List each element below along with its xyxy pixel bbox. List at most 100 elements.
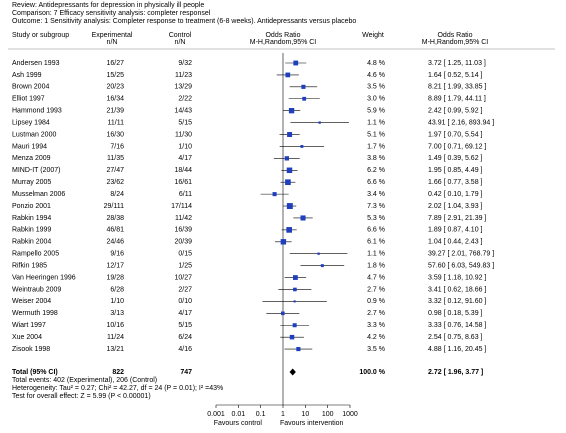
weight: 1.8 %: [367, 262, 385, 269]
study-name: Rampello 2005: [12, 251, 59, 258]
study-name: Murray 2005: [12, 179, 51, 186]
study-name: MIND-IT (2007): [12, 167, 61, 174]
effect-square: [289, 334, 295, 340]
study-name: Weiser 2004: [12, 298, 51, 305]
control: 2/27: [178, 286, 192, 293]
experimental: 8/24: [110, 191, 124, 198]
experimental: 6/28: [110, 286, 124, 293]
x-tick-label: 1000: [342, 411, 358, 418]
weight: 6.1 %: [367, 239, 385, 246]
experimental: 1/10: [110, 298, 124, 305]
experimental: 23/62: [106, 179, 124, 186]
estimate: 0.42 [ 0.10, 1.79 ]: [428, 191, 483, 198]
note: Heterogeneity: Tau² = 0.27; Chi² = 42.27…: [12, 385, 223, 392]
control: 14/43: [174, 108, 192, 115]
effect-square: [300, 145, 304, 148]
study-name: Mauri 1994: [12, 143, 47, 150]
weight: 7.3 %: [367, 203, 385, 210]
weight: 0.9 %: [367, 298, 385, 305]
weight: 5.3 %: [367, 215, 385, 222]
effect-square: [293, 287, 297, 292]
control: 6/24: [178, 334, 192, 341]
weight: 1.1 %: [367, 119, 385, 126]
total-name: Total (95% CI): [12, 369, 58, 376]
total-weight: 100.0 %: [359, 369, 385, 376]
control: 11/42: [175, 215, 192, 222]
experimental: 13/21: [106, 346, 124, 353]
estimate: 43.91 [ 2.16, 893.94 ]: [428, 119, 494, 126]
control: 4/16: [178, 346, 192, 353]
effect-square: [300, 215, 306, 221]
experimental: 21/39: [106, 108, 124, 115]
total-ctl: 747: [180, 369, 192, 376]
estimate: 3.72 [ 1.25, 11.03 ]: [428, 60, 486, 67]
study-name: Andersen 1993: [12, 60, 60, 67]
study-name: Xue 2004: [12, 334, 42, 341]
effect-square: [287, 132, 293, 138]
effect-square: [280, 311, 285, 316]
study-name: Ash 1999: [12, 72, 42, 79]
estimate: 1.64 [ 0.52, 5.14 ]: [428, 72, 483, 79]
col-head: Weight: [362, 32, 384, 39]
estimate: 1.97 [ 0.70, 5.54 ]: [428, 131, 483, 138]
control: 6/11: [179, 191, 192, 198]
effect-square: [286, 167, 293, 174]
experimental: 27/47: [106, 167, 124, 174]
estimate: 1.49 [ 0.39, 5.62 ]: [428, 155, 483, 162]
weight: 6.6 %: [367, 227, 385, 234]
total-diamond: [289, 368, 296, 376]
estimate: 8.89 [ 1.79, 44.11 ]: [428, 96, 486, 103]
estimate: 0.98 [ 0.18, 5.39 ]: [428, 310, 483, 317]
effect-square: [320, 264, 324, 268]
effect-square: [293, 60, 299, 66]
effect-square: [272, 192, 277, 197]
estimate: 2.02 [ 1.04, 3.93 ]: [428, 203, 483, 210]
estimate: 1.89 [ 0.87, 4.10 ]: [428, 227, 483, 234]
estimate: 1.95 [ 0.85, 4.49 ]: [428, 167, 483, 174]
weight: 1.7 %: [367, 143, 385, 150]
study-name: Menza 2009: [12, 155, 51, 162]
col-head: Odds Ratio: [265, 32, 300, 39]
control: 9/32: [178, 60, 192, 67]
experimental: 46/81: [106, 227, 124, 234]
weight: 3.3 %: [367, 322, 385, 329]
total-estimate: 2.72 [ 1.96, 3.77 ]: [428, 369, 483, 376]
control: 10/27: [174, 274, 192, 281]
study-name: Rabkin 2004: [12, 239, 51, 246]
experimental: 29/111: [104, 203, 124, 210]
experimental: 24/46: [106, 239, 124, 246]
effect-square: [288, 108, 295, 114]
x-tick-label: 1: [281, 411, 285, 418]
study-name: Ponzio 2001: [12, 203, 51, 210]
study-name: Weintraub 2009: [12, 286, 61, 293]
estimate: 3.33 [ 0.76, 14.58 ]: [428, 322, 486, 329]
x-tick-label: 100: [322, 411, 334, 418]
weight: 6.6 %: [367, 179, 385, 186]
favours-left: Favours control: [214, 420, 263, 427]
control: 18/44: [174, 167, 192, 174]
total-exp: 822: [112, 369, 124, 376]
effect-square: [280, 239, 287, 245]
col-head: Odds Ratio: [437, 32, 472, 39]
weight: 4.6 %: [367, 72, 385, 79]
control: 11/23: [175, 72, 192, 79]
estimate: 8.21 [ 1.99, 33.85 ]: [428, 84, 486, 91]
estimate: 2.54 [ 0.75, 8.63 ]: [428, 334, 483, 341]
weight: 4.2 %: [367, 334, 385, 341]
review: Review: Antidepressants for depression i…: [12, 2, 204, 9]
effect-square: [286, 227, 293, 233]
weight: 3.5 %: [367, 84, 385, 91]
estimate: 3.32 [ 0.12, 91.60 ]: [428, 298, 486, 305]
weight: 4.8 %: [367, 60, 385, 67]
control: 1/10: [178, 143, 192, 150]
experimental: 19/28: [106, 274, 124, 281]
weight: 2.7 %: [367, 310, 385, 317]
weight: 4.7 %: [367, 274, 385, 281]
comparison: Comparison: 7 Efficacy sensitivity analy…: [12, 10, 211, 17]
study-name: Hammond 1993: [12, 108, 62, 115]
control: 0/10: [178, 298, 192, 305]
effect-square: [317, 252, 320, 255]
control: 5/15: [178, 119, 192, 126]
note: Test for overall effect: Z = 5.99 (P < 0…: [12, 393, 151, 400]
effect-square: [293, 275, 298, 280]
